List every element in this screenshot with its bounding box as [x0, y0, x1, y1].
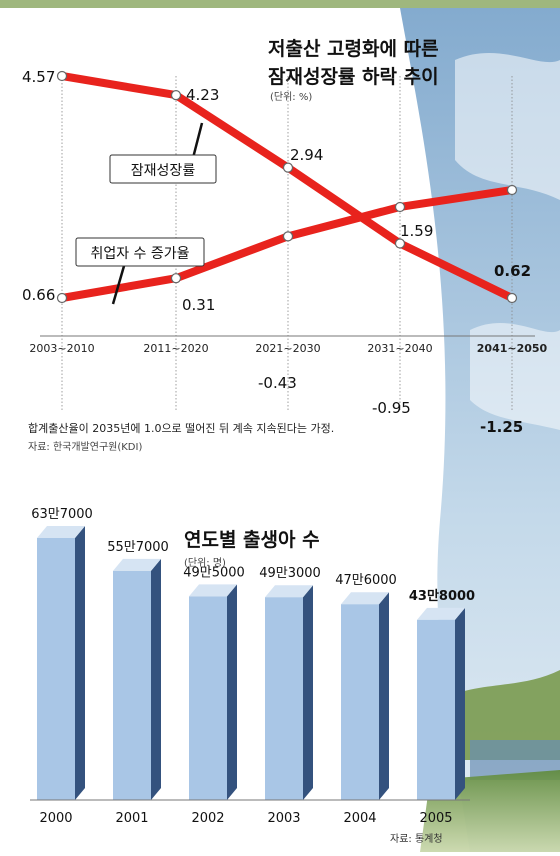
bar-value-label: 49만3000	[259, 566, 321, 581]
bar	[113, 571, 151, 800]
data-point	[58, 294, 67, 303]
x-tick-label: 2002	[191, 811, 224, 826]
data-point	[396, 239, 405, 248]
x-tick-label: 2003~2010	[29, 342, 94, 355]
data-point	[508, 294, 517, 303]
bar	[189, 596, 227, 800]
bar-value-label: 49만5000	[183, 565, 245, 580]
x-tick-label: 2041~2050	[477, 342, 548, 355]
bar-value-label: 43만8000	[409, 588, 475, 604]
line-chart-unit: (단위: %)	[270, 90, 312, 103]
data-label: -0.43	[258, 374, 297, 392]
data-label: -0.95	[372, 399, 411, 417]
top-strip	[0, 0, 560, 8]
data-label: 4.57	[22, 68, 55, 86]
source-note: 자료: 한국개발연구원(KDI)	[28, 441, 142, 453]
data-point	[172, 91, 181, 100]
bar-side	[151, 559, 161, 800]
data-label: 0.31	[182, 296, 215, 314]
x-tick-label: 2005	[419, 811, 452, 826]
bar-value-label: 55만7000	[107, 540, 169, 555]
source-note: 자료: 통계청	[390, 833, 443, 845]
data-label: 0.62	[494, 262, 531, 280]
bar-side	[303, 585, 313, 800]
x-tick-label: 2031~2040	[367, 342, 432, 355]
data-point	[284, 163, 293, 172]
data-label: 2.94	[290, 146, 323, 164]
bar-value-label: 63만7000	[31, 507, 93, 522]
line-chart-title-line: 저출산 고령화에 따른	[268, 38, 439, 60]
bar-value-label: 47만6000	[335, 573, 397, 588]
bar	[265, 597, 303, 800]
x-tick-label: 2004	[343, 811, 376, 826]
data-label: 4.23	[186, 86, 219, 104]
data-point	[508, 186, 517, 195]
births-chart: 연도별 출생아 수(단위: 명)63만7000200055만7000200149…	[30, 507, 475, 845]
x-tick-label: 2003	[267, 811, 300, 826]
callout-leader	[193, 123, 202, 158]
x-tick-label: 2000	[39, 811, 72, 826]
data-point	[172, 274, 181, 283]
bar	[417, 620, 455, 800]
bar	[37, 538, 75, 800]
bar-side	[75, 526, 85, 800]
data-point	[58, 72, 67, 81]
data-label: 0.66	[22, 286, 55, 304]
data-point	[396, 202, 405, 211]
bar-chart-title: 연도별 출생아 수	[184, 529, 320, 551]
footnote: 합계출산율이 2035년에 1.0으로 떨어진 뒤 계속 지속된다는 가정.	[28, 422, 334, 435]
bar-side	[227, 584, 237, 800]
data-label: 1.59	[400, 222, 433, 240]
data-label: -1.25	[480, 418, 523, 436]
bar-side	[455, 608, 465, 800]
data-point	[284, 232, 293, 241]
bar	[341, 604, 379, 800]
series-callout-label: 잠재성장률	[131, 163, 196, 179]
x-tick-label: 2021~2030	[255, 342, 320, 355]
x-tick-label: 2001	[115, 811, 148, 826]
x-tick-label: 2011~2020	[143, 342, 208, 355]
series-callout-label: 취업자 수 증가율	[90, 246, 189, 262]
bar-side	[379, 592, 389, 800]
line-chart-title-line: 잠재성장률 하락 추이	[268, 66, 439, 88]
